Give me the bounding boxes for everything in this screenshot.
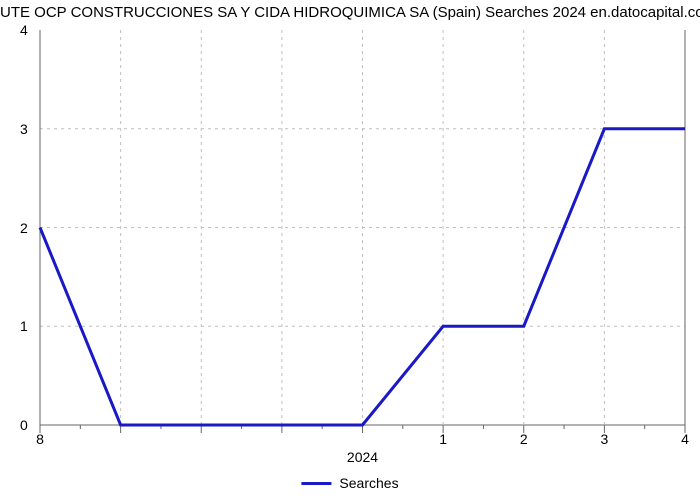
y-tick-label: 1 bbox=[20, 318, 28, 334]
legend: Searches bbox=[301, 475, 398, 491]
legend-swatch bbox=[301, 482, 331, 485]
x-tick-label: 4 bbox=[681, 431, 689, 447]
legend-label: Searches bbox=[339, 475, 398, 491]
y-tick-label: 3 bbox=[20, 121, 28, 137]
x-axis-main-label: 2024 bbox=[347, 449, 378, 465]
y-tick-label: 2 bbox=[20, 220, 28, 236]
y-tick-label: 0 bbox=[20, 417, 28, 433]
plot-area: 01234812342024 bbox=[40, 30, 685, 425]
y-tick-label: 4 bbox=[20, 22, 28, 38]
chart-container: UTE OCP CONSTRUCCIONES SA Y CIDA HIDROQU… bbox=[0, 0, 700, 500]
x-tick-label: 3 bbox=[600, 431, 608, 447]
x-tick-label: 8 bbox=[36, 431, 44, 447]
x-tick-label: 1 bbox=[439, 431, 447, 447]
chart-title: UTE OCP CONSTRUCCIONES SA Y CIDA HIDROQU… bbox=[0, 4, 700, 21]
x-tick-label: 2 bbox=[520, 431, 528, 447]
plot-svg bbox=[40, 30, 685, 425]
